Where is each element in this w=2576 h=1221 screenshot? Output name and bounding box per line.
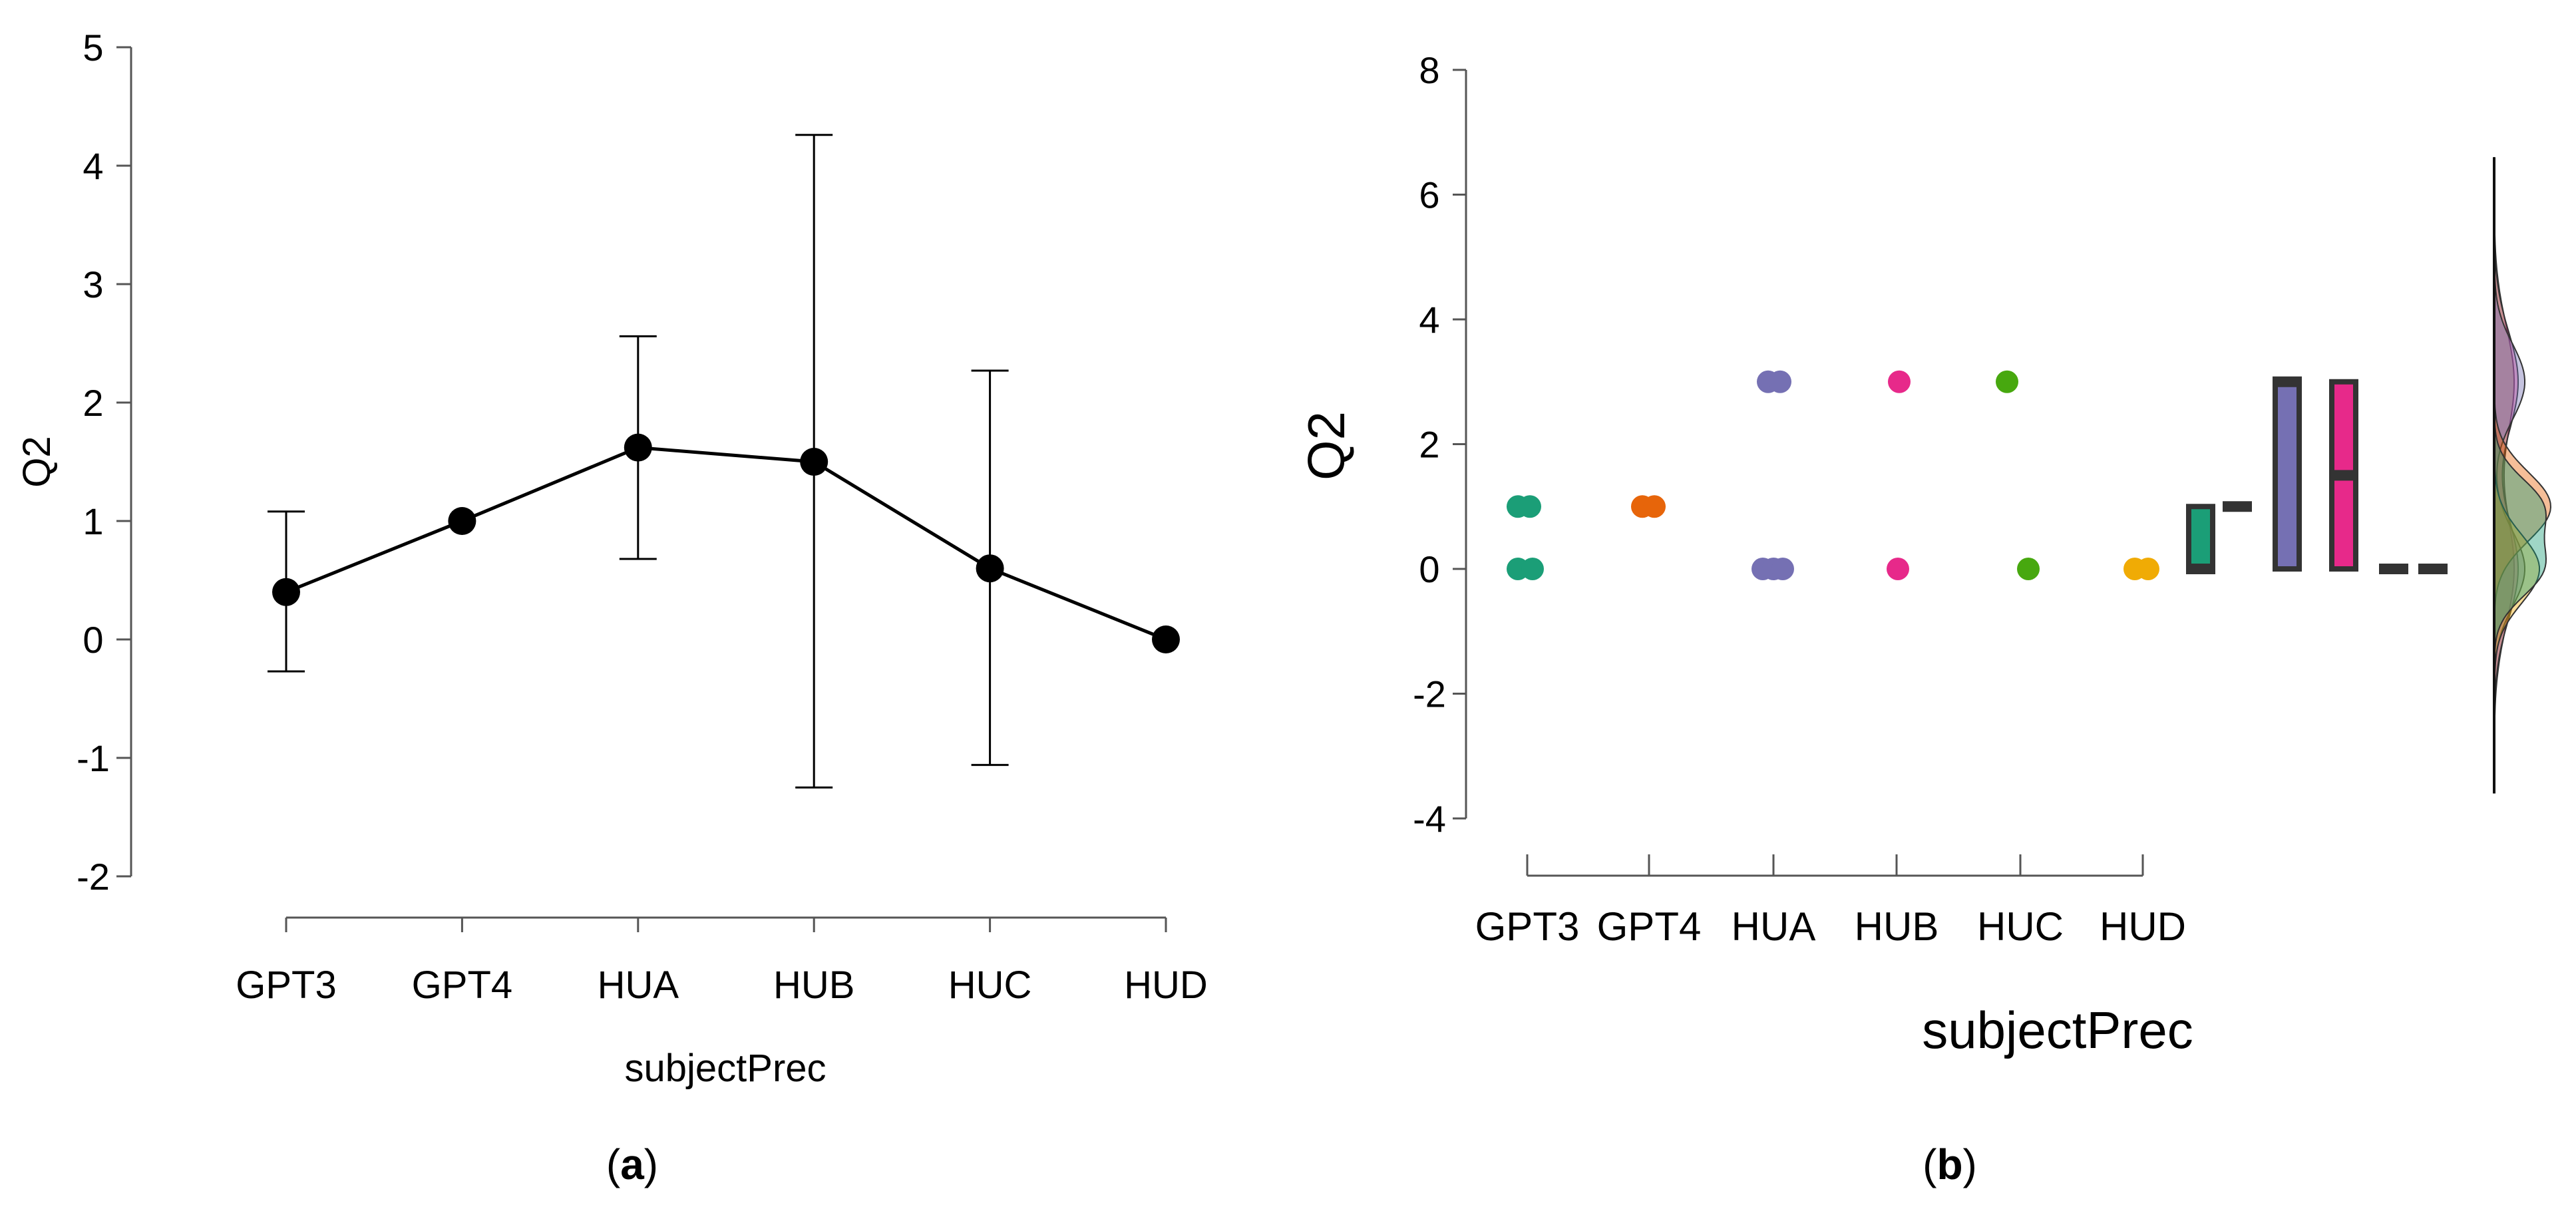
panel-a-data-point (272, 578, 300, 606)
panel-b-x-tick-label: HUC (1977, 904, 2064, 949)
panel-b-raw-point (1771, 558, 1794, 580)
panel-b-y-tick-label: 0 (1419, 548, 1439, 590)
panel-a-x-tick-label: HUB (773, 963, 854, 1007)
panel-a-y-tick-label: 4 (83, 145, 103, 187)
panel-a-y-tick-label: -1 (77, 737, 110, 779)
panel-b-x-axis-title: subjectPrec (1922, 1001, 2193, 1059)
panel-a-y-tick-label: -2 (77, 856, 110, 898)
panel-a-x-tick-label: GPT4 (412, 963, 513, 1007)
panel-b-raw-point (1643, 495, 1666, 518)
panel-b-y-tick-label: -2 (1413, 673, 1446, 715)
panel-b-y-tick-label: 8 (1419, 49, 1439, 91)
panel-b-raw-point (2017, 558, 2040, 580)
panel-b-y-axis-title: Q2 (1297, 411, 1356, 480)
panel-a-y-tick-label: 2 (83, 382, 103, 424)
panel-b-y-tick-label: 4 (1419, 299, 1439, 341)
panel-b-box (2186, 504, 2215, 572)
panel-a-y-tick-label: 3 (83, 263, 103, 305)
panel-a-data-point (800, 448, 828, 476)
panel-a-data-point (1152, 625, 1180, 653)
panel-a: -2 -1 0 1 2 3 4 5 GPT3 GPT4 HUA HUB HUC HUD Q2 subje… (15, 27, 1208, 1188)
panel-b-x-tick-label: GPT3 (1475, 904, 1580, 949)
panel-b-raw-point (1996, 370, 2018, 393)
panel-a-x-tick-label: HUC (948, 963, 1032, 1007)
panel-a-x-tick-label: HUD (1124, 963, 1208, 1007)
panel-b-raw-point (1519, 495, 1541, 518)
panel-b-raw-point (1888, 370, 1911, 393)
panel-b-density-gpt3 (2493, 157, 2547, 794)
panel-a-x-tick-label: HUA (598, 963, 679, 1007)
panel-b-x-tick-label: HUD (2100, 904, 2186, 949)
panel-a-data-point (448, 507, 476, 535)
panel-b: -4 -2 0 2 4 6 8 GPT3 GPT4 HUA HUB HUC HUD Q2 subjec… (1297, 49, 2552, 1188)
panel-b-x-tick-label: HUB (1855, 904, 1939, 949)
panel-a-label: (a) (606, 1140, 658, 1188)
panel-b-raw-point (1769, 370, 1791, 393)
panel-b-y-tick-label: -4 (1413, 798, 1446, 840)
panel-a-x-axis-title: subjectPrec (624, 1047, 826, 1090)
panel-b-raw-point (1887, 558, 1909, 580)
panel-a-y-tick-label: 1 (83, 500, 103, 542)
panel-b-box (2273, 379, 2302, 572)
panel-b-x-tick-label: HUA (1732, 904, 1816, 949)
panel-a-series-line (285, 446, 1167, 641)
panel-b-x-tick-label: GPT4 (1597, 904, 1702, 949)
panel-a-data-point (624, 433, 652, 462)
panel-b-raw-point (2137, 558, 2159, 580)
panel-a-y-tick-label: 5 (83, 27, 103, 69)
panel-b-raw-point (1521, 558, 1544, 580)
panel-b-label: (b) (1923, 1140, 1977, 1188)
panel-b-y-tick-label: 2 (1419, 424, 1439, 466)
panel-b-y-tick-label: 6 (1419, 174, 1439, 216)
panel-a-y-tick-label: 0 (83, 619, 103, 661)
panel-a-y-axis-title: Q2 (15, 436, 59, 487)
panel-a-data-point (976, 554, 1004, 583)
panel-a-x-tick-label: GPT3 (236, 963, 337, 1007)
